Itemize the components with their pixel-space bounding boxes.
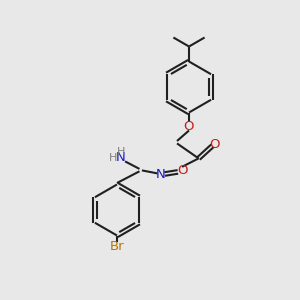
Text: O: O — [184, 119, 194, 133]
Text: O: O — [209, 138, 220, 151]
Text: O: O — [177, 164, 187, 177]
Text: N: N — [156, 168, 166, 182]
Text: Br: Br — [110, 239, 124, 253]
Text: N: N — [116, 151, 125, 164]
Text: H: H — [116, 147, 125, 157]
Text: H: H — [109, 152, 117, 163]
